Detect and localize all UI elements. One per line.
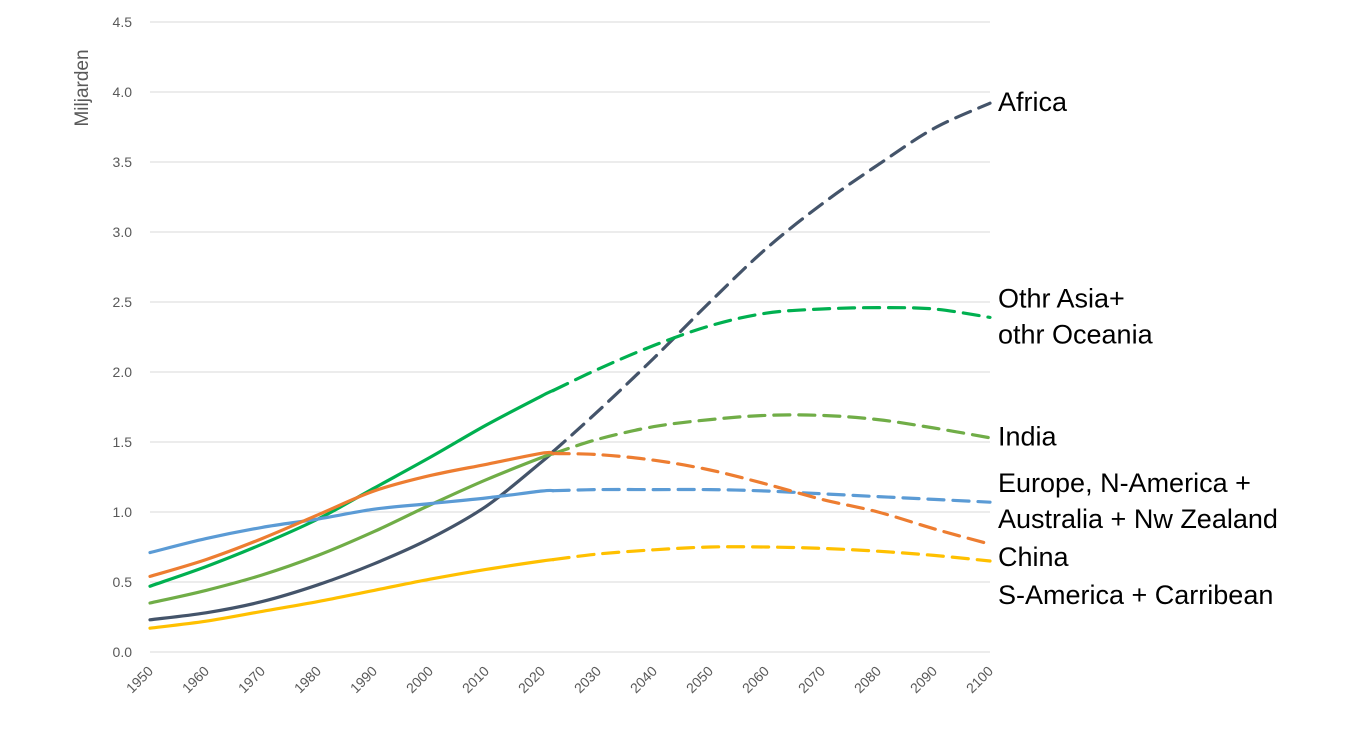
series-label: India (998, 422, 1058, 452)
x-tick-label: 1980 (291, 663, 324, 696)
series-line-historical (148, 450, 555, 578)
y-tick-label: 0.5 (113, 574, 133, 590)
series-line-historical (148, 452, 555, 605)
series-group (148, 101, 992, 622)
series-line-projection (551, 101, 992, 454)
x-tick-label: 1990 (347, 663, 380, 696)
x-tick-label: 2040 (627, 663, 660, 696)
series-group (148, 450, 992, 578)
series-group (148, 487, 992, 555)
series-line-historical (148, 449, 555, 622)
series-line-projection (551, 487, 992, 504)
series-label: Othr Asia+ (998, 283, 1125, 313)
x-tick-label: 2090 (907, 663, 940, 696)
y-axis-ticks: 0.0 0.5 1.0 1.5 2.0 2.5 3.0 3.5 4.0 4.5 (113, 14, 133, 660)
series-label: othr Oceania (998, 319, 1154, 349)
y-tick-label: 3.0 (113, 224, 133, 240)
x-tick-label: 2020 (515, 663, 548, 696)
x-tick-label: 2010 (459, 663, 492, 696)
y-tick-label: 4.0 (113, 84, 133, 100)
x-tick-label: 2050 (683, 663, 716, 696)
y-tick-label: 2.5 (113, 294, 133, 310)
series-label: China (998, 542, 1070, 572)
series-label: S-America + Carribean (998, 580, 1273, 610)
x-tick-label: 2060 (739, 663, 772, 696)
series-line-projection (551, 545, 992, 563)
x-axis-ticks: 1950 1960 1970 1980 1990 2000 2010 2020 2030 2040… (123, 663, 996, 696)
y-tick-label: 3.5 (113, 154, 133, 170)
series-lines (148, 101, 992, 630)
y-axis-title: Miljarden (72, 49, 93, 126)
grid (150, 21, 990, 653)
series-group (148, 545, 992, 630)
series-label: Africa (998, 87, 1068, 117)
x-tick-label: 2030 (571, 663, 604, 696)
series-line-projection (551, 305, 992, 393)
y-tick-label: 4.5 (113, 14, 133, 30)
series-line-historical (148, 558, 555, 630)
y-tick-label: 2.0 (113, 364, 133, 380)
series-line-projection (551, 413, 992, 456)
series-labels: Africa Othr Asia+ othr Oceania India Europe,… (998, 87, 1278, 610)
series-group (148, 413, 992, 605)
y-tick-label: 1.0 (113, 504, 133, 520)
series-label: Europe, N-America + (998, 468, 1251, 498)
series-group (148, 305, 992, 588)
y-tick-label: 0.0 (113, 644, 133, 660)
y-tick-label: 1.5 (113, 434, 133, 450)
x-tick-label: 2080 (851, 663, 884, 696)
x-tick-label: 2100 (963, 663, 996, 696)
x-tick-label: 1970 (235, 663, 268, 696)
x-tick-label: 1950 (123, 663, 156, 696)
series-line-historical (148, 488, 555, 555)
x-tick-label: 2070 (795, 663, 828, 696)
x-tick-label: 2000 (403, 663, 436, 696)
series-label: Australia + Nw Zealand (998, 504, 1278, 534)
series-line-historical (148, 388, 555, 588)
x-tick-label: 1960 (179, 663, 212, 696)
series-line-projection (551, 451, 992, 546)
